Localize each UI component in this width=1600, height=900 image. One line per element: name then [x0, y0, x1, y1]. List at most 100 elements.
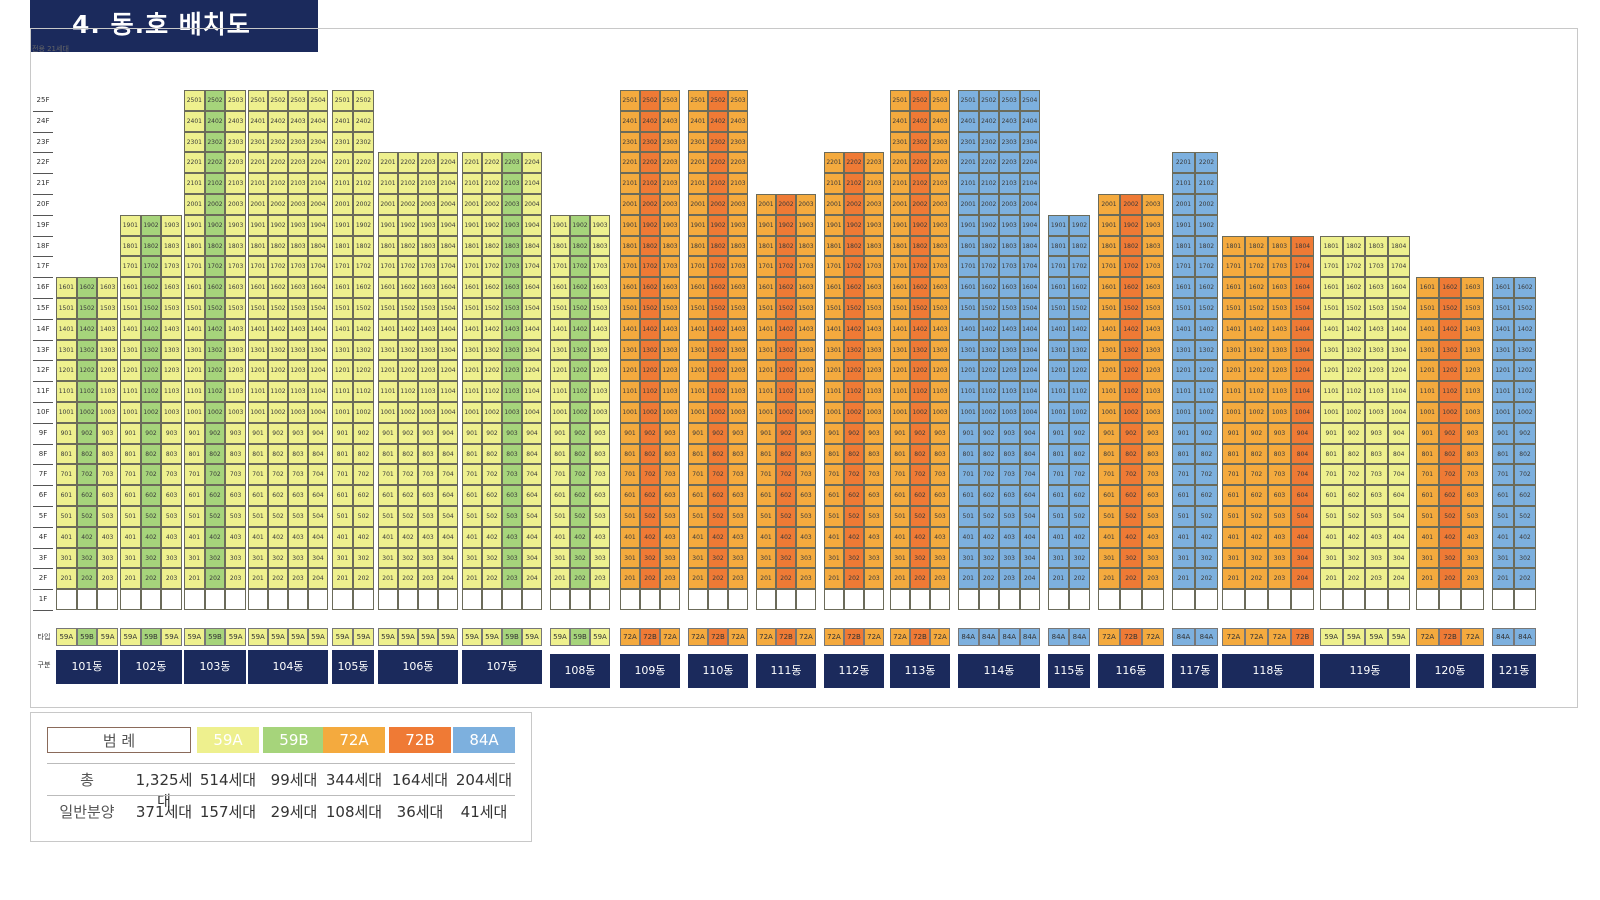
unit-cell: 1901 — [824, 214, 844, 236]
unit-cell: 1002 — [844, 402, 864, 423]
unit-cell: 202 — [268, 568, 288, 590]
unit-cell: 403 — [1461, 526, 1484, 548]
unit-cell: 704 — [308, 464, 328, 486]
unit-cell: 1704 — [1387, 256, 1410, 278]
unit-cell: 1602 — [482, 277, 502, 298]
unit-cell: 2404 — [1019, 110, 1040, 132]
unit-cell: 1902 — [140, 214, 162, 236]
unit-cell: 901 — [248, 422, 268, 444]
unit-cell: 902 — [640, 422, 660, 444]
unit-cell: 601 — [890, 485, 910, 506]
unit-cell: 1303 — [161, 339, 182, 361]
unit-cell: 1002 — [1342, 402, 1365, 423]
building-label: 118동 — [1222, 654, 1314, 688]
unit-cell: 1103 — [796, 381, 816, 402]
unit-cell: 902 — [1120, 422, 1142, 444]
unit-cell: 804 — [1291, 443, 1314, 465]
unit-cell — [688, 589, 708, 610]
unit-cell: 1202 — [1245, 360, 1268, 382]
unit-cell: 1502 — [640, 298, 660, 319]
unit-cell: 302 — [910, 547, 930, 569]
unit-cell — [1120, 589, 1142, 610]
frame-caption: 전용 21세대 — [32, 45, 69, 53]
unit-cell: 602 — [1120, 485, 1142, 506]
unit-cell: 802 — [1514, 443, 1536, 465]
unit-cell: 1801 — [1048, 235, 1069, 257]
unit-cell: 604 — [1291, 485, 1314, 506]
unit-cell — [248, 589, 268, 610]
unit-cell: 402 — [1069, 526, 1090, 548]
unit-cell: 2003 — [288, 194, 308, 215]
unit-cell: 901 — [120, 422, 141, 444]
unit-cell: 303 — [1461, 547, 1484, 569]
unit-cell: 1001 — [378, 402, 398, 423]
unit-cell: 1904 — [522, 214, 542, 236]
unit-cell: 502 — [353, 506, 374, 527]
unit-cell: 601 — [56, 485, 77, 506]
unit-cell: 1903 — [502, 214, 522, 236]
unit-cell: 203 — [1461, 568, 1484, 590]
unit-cell: 601 — [1098, 485, 1120, 506]
unit-cell: 1202 — [76, 360, 98, 382]
unit-cell: 1701 — [332, 256, 353, 278]
unit-cell: 1002 — [204, 402, 226, 423]
unit-cell — [1416, 589, 1439, 610]
unit-cell: 1302 — [978, 339, 999, 361]
unit-cell: 1604 — [1291, 277, 1314, 298]
unit-cell: 602 — [1245, 485, 1268, 506]
unit-cell: 804 — [1387, 443, 1410, 465]
unit-cell: 903 — [288, 422, 308, 444]
legend-value: 41세대 — [460, 803, 508, 821]
unit-cell: 603 — [999, 485, 1020, 506]
unit-cell: 2002 — [708, 194, 728, 215]
unit-cell: 2502 — [640, 90, 660, 111]
unit-cell: 201 — [1320, 568, 1343, 590]
unit-cell: 1203 — [418, 360, 438, 382]
unit-cell: 1702 — [1195, 256, 1218, 278]
unit-cell: 701 — [332, 464, 353, 486]
unit-cell: 1203 — [288, 360, 308, 382]
unit-cell: 1501 — [56, 298, 77, 319]
unit-cell: 1302 — [1245, 339, 1268, 361]
unit-cell: 501 — [56, 506, 77, 527]
unit-cell — [56, 589, 77, 610]
building-label: 105동 — [332, 650, 374, 684]
unit-cell: 903 — [1142, 422, 1164, 444]
unit-cell: 601 — [824, 485, 844, 506]
unit-cell: 1102 — [1069, 381, 1090, 402]
unit-cell: 501 — [248, 506, 268, 527]
unit-cell: 701 — [120, 464, 141, 486]
unit-cell: 1503 — [999, 298, 1020, 319]
unit-cell: 801 — [1048, 443, 1069, 465]
unit-cell: 2003 — [1142, 194, 1164, 215]
unit-type-cell: 59A — [248, 628, 268, 646]
unit-cell: 1403 — [288, 318, 308, 340]
unit-cell: 302 — [1514, 547, 1536, 569]
unit-cell: 1001 — [184, 402, 205, 423]
unit-type-cell: 72B — [1291, 628, 1314, 646]
unit-cell: 1204 — [1387, 360, 1410, 382]
unit-cell: 402 — [1245, 526, 1268, 548]
unit-cell — [1492, 589, 1514, 610]
unit-cell: 1901 — [248, 214, 268, 236]
unit-cell: 2301 — [332, 131, 353, 153]
unit-cell: 2501 — [248, 90, 268, 111]
unit-cell: 1304 — [308, 339, 328, 361]
type-row-label: 타입 — [37, 633, 51, 641]
unit-cell: 1102 — [640, 381, 660, 402]
unit-cell: 1403 — [418, 318, 438, 340]
unit-cell: 703 — [161, 464, 182, 486]
unit-cell: 1004 — [438, 402, 458, 423]
unit-cell: 203 — [1142, 568, 1164, 590]
unit-cell: 2102 — [844, 173, 864, 194]
unit-cell: 1703 — [1365, 256, 1388, 278]
unit-cell: 1003 — [418, 402, 438, 423]
unit-cell: 2304 — [1019, 131, 1040, 153]
unit-cell: 202 — [1120, 568, 1142, 590]
unit-cell: 203 — [97, 568, 118, 590]
unit-cell: 504 — [308, 506, 328, 527]
unit-cell: 504 — [1291, 506, 1314, 527]
unit-cell: 1601 — [958, 277, 979, 298]
unit-cell — [225, 589, 246, 610]
unit-cell: 902 — [76, 422, 98, 444]
